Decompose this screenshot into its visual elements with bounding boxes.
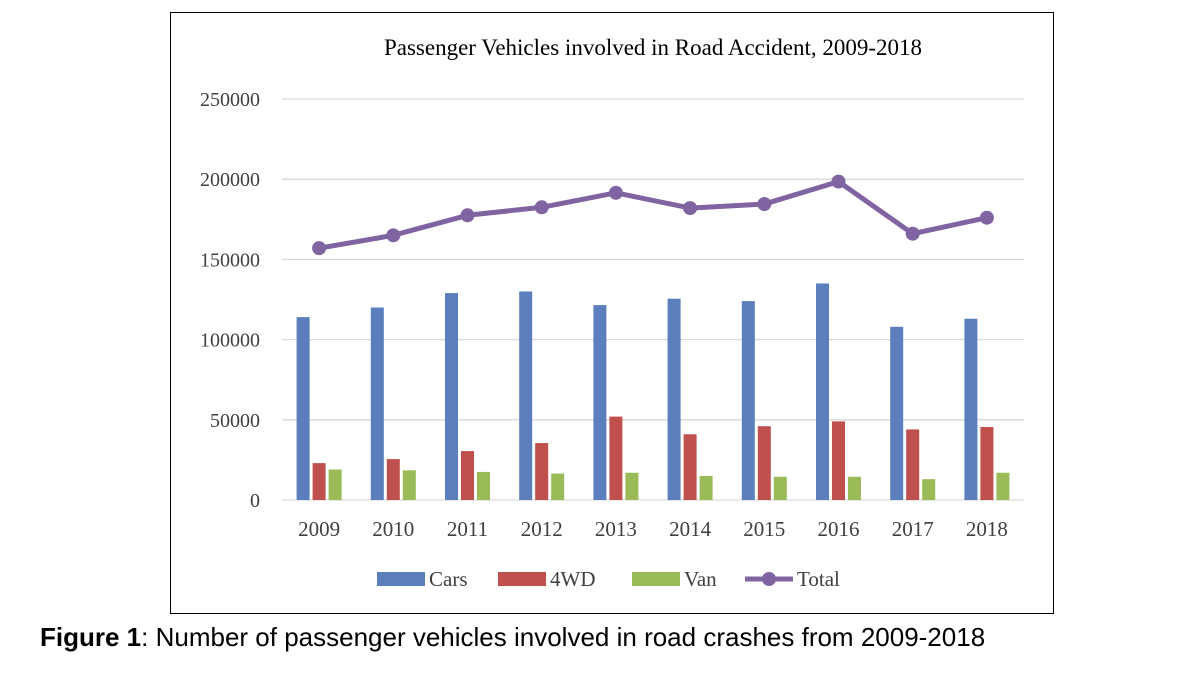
chart-title: Passenger Vehicles involved in Road Acci… (384, 35, 922, 60)
bar-van-2016 (848, 476, 861, 500)
bar-van-2015 (773, 476, 787, 500)
total-point-2015 (757, 197, 772, 212)
y-tick-label: 50000 (210, 410, 260, 432)
bar-cars-2012 (519, 291, 533, 500)
x-tick-label: 2013 (595, 517, 637, 541)
chart: Passenger Vehicles involved in Road Acci… (200, 35, 1024, 591)
x-tick-label: 2011 (447, 517, 488, 541)
total-point-2012 (534, 200, 549, 215)
caption-text: : Number of passenger vehicles involved … (141, 622, 986, 652)
total-point-2010 (386, 228, 401, 243)
total-point-2014 (683, 201, 698, 216)
legend-marker-total (762, 572, 776, 586)
x-axis-tick-labels: 2009 2010 2011 2012 2013 2014 2015 2016 2017 2018 (298, 517, 1008, 541)
x-tick-label: 2010 (372, 517, 414, 541)
bar-cars-2013 (593, 305, 607, 500)
y-tick-label: 100000 (200, 330, 260, 352)
bar-van-2010 (402, 470, 416, 500)
bar-van-2017 (922, 479, 936, 500)
bar-cars-2009 (296, 317, 310, 500)
caption-label: Figure 1 (40, 622, 142, 652)
x-tick-label: 2009 (298, 517, 340, 541)
bar-4wd-2016 (832, 421, 845, 500)
x-tick-label: 2016 (818, 517, 860, 541)
bar-4wd-2009 (312, 463, 326, 500)
bar-4wd-2010 (386, 459, 400, 500)
y-axis-tick-labels: 0 50000 100000 150000 200000 250000 (200, 89, 260, 512)
x-tick-label: 2014 (669, 517, 712, 541)
legend-label-cars: Cars (429, 567, 468, 591)
x-tick-label: 2012 (521, 517, 563, 541)
bar-cars-2016 (816, 283, 829, 500)
legend-swatch-van (632, 572, 680, 586)
y-tick-label: 250000 (200, 89, 260, 111)
y-tick-label: 150000 (200, 249, 260, 271)
bar-van-2012 (551, 473, 565, 500)
bar-cars-2015 (741, 301, 755, 500)
total-point-2017 (905, 226, 920, 241)
x-tick-label: 2017 (892, 517, 934, 541)
legend-label-van: Van (684, 567, 717, 591)
total-point-2018 (979, 210, 994, 225)
bar-4wd-2012 (535, 443, 549, 500)
figure-caption: Figure 1: Number of passenger vehicles i… (40, 622, 1160, 653)
bar-van-2009 (328, 469, 342, 500)
legend-swatch-cars (377, 572, 425, 586)
y-tick-label: 0 (250, 490, 260, 512)
total-point-2013 (608, 185, 623, 200)
bar-cars-2011 (445, 293, 458, 500)
bar-van-2013 (625, 472, 639, 500)
bar-4wd-2014 (683, 434, 697, 500)
x-tick-label: 2015 (743, 517, 785, 541)
legend: Cars 4WD Van Total (377, 567, 840, 591)
chart-frame: Passenger Vehicles involved in Road Acci… (170, 12, 1054, 614)
bar-4wd-2017 (906, 429, 920, 500)
bar-4wd-2015 (757, 426, 771, 500)
bar-cars-2017 (890, 326, 904, 500)
bar-van-2011 (477, 471, 490, 500)
bars (296, 283, 1010, 500)
bar-4wd-2018 (980, 427, 994, 500)
total-point-2011 (460, 208, 475, 223)
legend-label-total: Total (797, 567, 840, 591)
y-tick-label: 200000 (200, 169, 260, 191)
total-line (312, 174, 994, 256)
bar-cars-2014 (667, 298, 681, 500)
legend-label-4wd: 4WD (550, 567, 596, 591)
legend-swatch-4wd (498, 572, 546, 586)
x-tick-label: 2018 (966, 517, 1008, 541)
total-point-2009 (312, 241, 327, 256)
bar-4wd-2011 (461, 451, 474, 500)
total-point-2016 (831, 174, 846, 189)
bar-cars-2010 (370, 307, 384, 500)
bar-van-2014 (699, 475, 713, 500)
bar-4wd-2013 (609, 416, 623, 500)
bar-van-2018 (996, 472, 1010, 500)
bar-cars-2018 (964, 318, 978, 500)
total-series-line (318, 179, 988, 251)
